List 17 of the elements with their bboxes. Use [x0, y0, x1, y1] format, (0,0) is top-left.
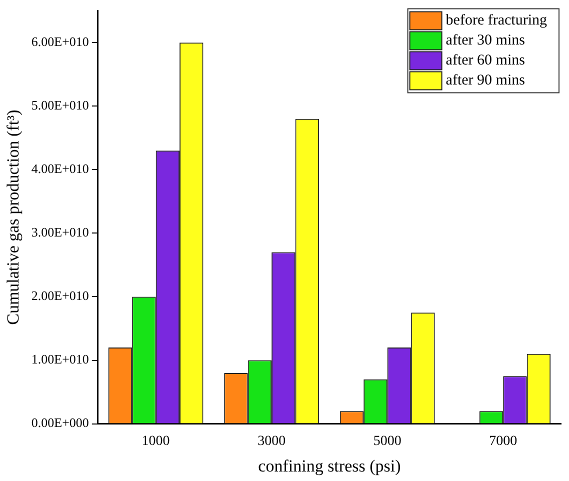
legend-label: after 90 mins: [446, 72, 526, 89]
x-tick-label: 7000: [489, 434, 518, 449]
legend-label: before fracturing: [446, 12, 548, 29]
x-tick-label: 5000: [373, 434, 402, 449]
y-axis-title: Cumulative gas production (ft³): [4, 110, 23, 325]
y-tick-label: 3.00E+010: [31, 224, 89, 240]
y-tick-label: 1.00E+010: [31, 352, 89, 367]
y-tick-label: 6.00E+010: [31, 34, 89, 49]
x-tick-label: 3000: [258, 434, 286, 449]
x-axis-title: confining stress (psi): [258, 456, 401, 476]
legend-label: after 60 mins: [446, 52, 526, 69]
y-tick-label: 5.00E+010: [31, 98, 89, 113]
y-tick-label: 0.00E+000: [31, 415, 89, 430]
x-tick-label: 1000: [142, 434, 170, 449]
legend-label: after 30 mins: [446, 32, 526, 49]
y-tick-label: 2.00E+010: [31, 288, 89, 304]
y-tick-label: 4.00E+010: [31, 161, 89, 176]
